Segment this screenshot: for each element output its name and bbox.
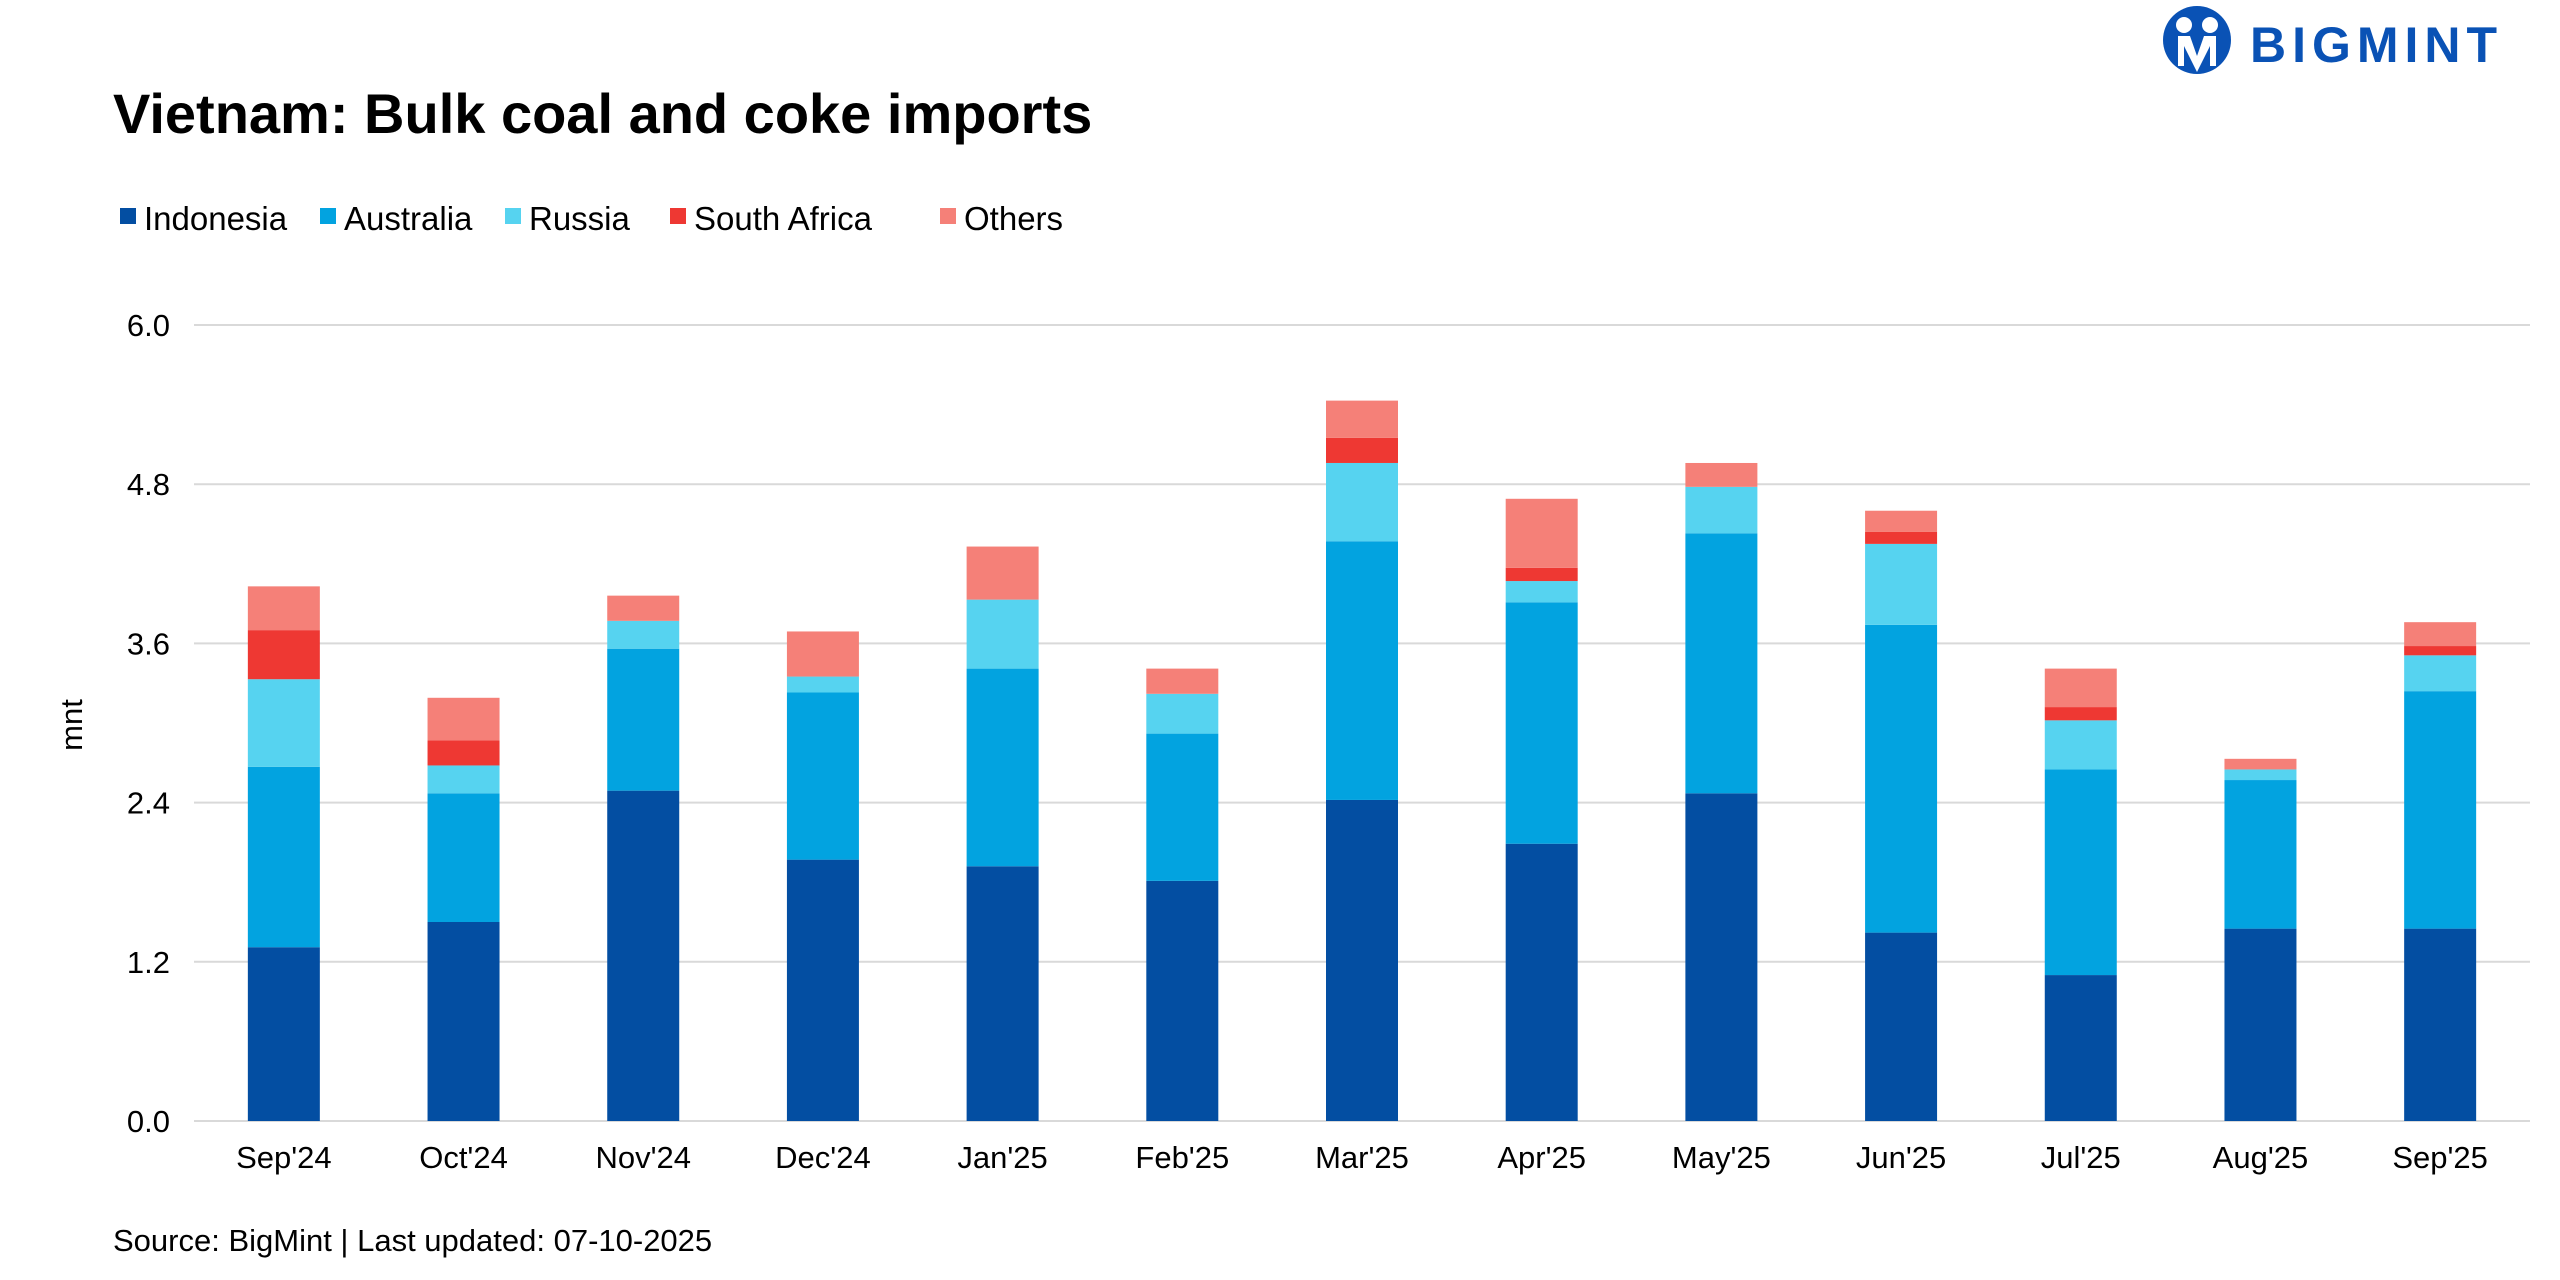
- bar-indonesia: [1326, 799, 1398, 1121]
- y-tick-label: 2.4: [127, 786, 170, 821]
- bar-indonesia: [247, 947, 320, 1121]
- bar-russia: [1865, 543, 1938, 625]
- bar-south-africa: [2404, 646, 2477, 656]
- legend-label: Australia: [344, 200, 473, 237]
- y-tick-label: 1.2: [127, 945, 170, 980]
- x-tick-label: Jun'25: [1856, 1140, 1946, 1175]
- bar-others: [607, 595, 680, 621]
- bar-south-africa: [427, 740, 500, 766]
- bar-australia: [966, 668, 1039, 867]
- bar-indonesia: [607, 790, 680, 1121]
- logo: BIGMINT: [2163, 6, 2503, 74]
- bar-others: [1505, 498, 1578, 568]
- bar-russia: [1146, 693, 1219, 734]
- bar-others: [1685, 462, 1758, 487]
- bar-australia: [786, 692, 859, 860]
- bar-indonesia: [1146, 880, 1219, 1121]
- bar-australia: [1326, 541, 1398, 800]
- bar-south-africa: [1505, 567, 1578, 582]
- bar-indonesia: [1685, 793, 1758, 1121]
- bar-australia: [247, 766, 320, 948]
- x-tick-label: Dec'24: [775, 1140, 871, 1175]
- x-tick-label: Nov'24: [595, 1140, 691, 1175]
- bar-russia: [1505, 581, 1578, 603]
- legend-label: Others: [964, 200, 1063, 237]
- x-tick-label: Aug'25: [2213, 1140, 2309, 1175]
- legend-swatch: [320, 208, 336, 224]
- bar-australia: [2224, 780, 2297, 929]
- bar-russia: [1326, 462, 1398, 542]
- bar-australia: [1505, 602, 1578, 844]
- bar-russia: [1685, 486, 1758, 534]
- bar-australia: [2044, 769, 2117, 976]
- bar-others: [1146, 668, 1219, 694]
- bar-russia: [786, 676, 859, 693]
- bar-australia: [1865, 624, 1938, 933]
- x-tick-label: Jul'25: [2041, 1140, 2121, 1175]
- bar-others: [966, 546, 1039, 600]
- bar-others: [2404, 622, 2477, 647]
- y-tick-label: 0.0: [127, 1104, 170, 1139]
- y-axis-ticks: 0.0 1.2 2.4 3.6 4.8 6.0: [127, 308, 170, 1139]
- bar-others: [2224, 758, 2297, 770]
- logo-text: BIGMINT: [2250, 17, 2503, 73]
- bar-others: [2044, 668, 2117, 708]
- bar-indonesia: [427, 922, 500, 1121]
- bar-south-africa: [1865, 531, 1938, 544]
- x-tick-label: Feb'25: [1135, 1140, 1229, 1175]
- x-tick-label: Apr'25: [1497, 1140, 1586, 1175]
- legend-label: Russia: [529, 200, 631, 237]
- bar-russia: [2404, 655, 2477, 692]
- x-axis-ticks: Sep'24 Oct'24 Nov'24 Dec'24 Jan'25 Feb'25 Mar'…: [236, 1140, 2488, 1175]
- legend: Indonesia Australia Russia South Africa Othe…: [120, 200, 1063, 237]
- x-tick-label: Mar'25: [1315, 1140, 1409, 1175]
- bar-south-africa: [2044, 707, 2117, 721]
- legend-swatch: [120, 208, 136, 224]
- bar-others: [786, 631, 859, 677]
- bar-russia: [2224, 769, 2297, 781]
- bar-indonesia: [966, 866, 1039, 1121]
- source-note: Source: BigMint | Last updated: 07-10-20…: [113, 1223, 712, 1258]
- bar-others: [1326, 400, 1398, 438]
- x-tick-label: May'25: [1672, 1140, 1771, 1175]
- bar-indonesia: [2404, 928, 2477, 1121]
- legend-swatch: [670, 208, 686, 224]
- bar-indonesia: [1505, 843, 1578, 1121]
- y-tick-label: 4.8: [127, 467, 170, 502]
- bar-russia: [427, 765, 500, 794]
- bar-south-africa: [247, 630, 320, 680]
- x-tick-label: Jan'25: [957, 1140, 1047, 1175]
- bar-australia: [607, 648, 680, 791]
- bar-others: [427, 697, 500, 741]
- bars: [247, 400, 2477, 1121]
- legend-label: Indonesia: [144, 200, 288, 237]
- bar-indonesia: [2044, 975, 2117, 1121]
- legend-label: South Africa: [694, 200, 873, 237]
- bar-russia: [966, 599, 1039, 669]
- y-tick-label: 3.6: [127, 626, 170, 661]
- bar-south-africa: [1326, 437, 1398, 463]
- bar-indonesia: [786, 859, 859, 1121]
- x-tick-label: Sep'25: [2392, 1140, 2488, 1175]
- bar-australia: [1685, 533, 1758, 794]
- bar-others: [1865, 510, 1938, 532]
- chart-title: Vietnam: Bulk coal and coke imports: [113, 82, 1092, 145]
- bar-australia: [427, 793, 500, 922]
- logo-mark-icon: [2163, 6, 2231, 74]
- bar-russia: [2044, 720, 2117, 770]
- y-tick-label: 6.0: [127, 308, 170, 343]
- bar-russia: [247, 679, 320, 767]
- y-axis-label: mnt: [54, 699, 89, 751]
- legend-swatch: [940, 208, 956, 224]
- x-tick-label: Oct'24: [419, 1140, 508, 1175]
- bar-australia: [1146, 733, 1219, 881]
- bar-australia: [2404, 691, 2477, 929]
- x-tick-label: Sep'24: [236, 1140, 332, 1175]
- legend-swatch: [505, 208, 521, 224]
- bar-indonesia: [2224, 928, 2297, 1121]
- bar-others: [247, 586, 320, 631]
- bar-russia: [607, 620, 680, 649]
- bar-indonesia: [1865, 932, 1938, 1121]
